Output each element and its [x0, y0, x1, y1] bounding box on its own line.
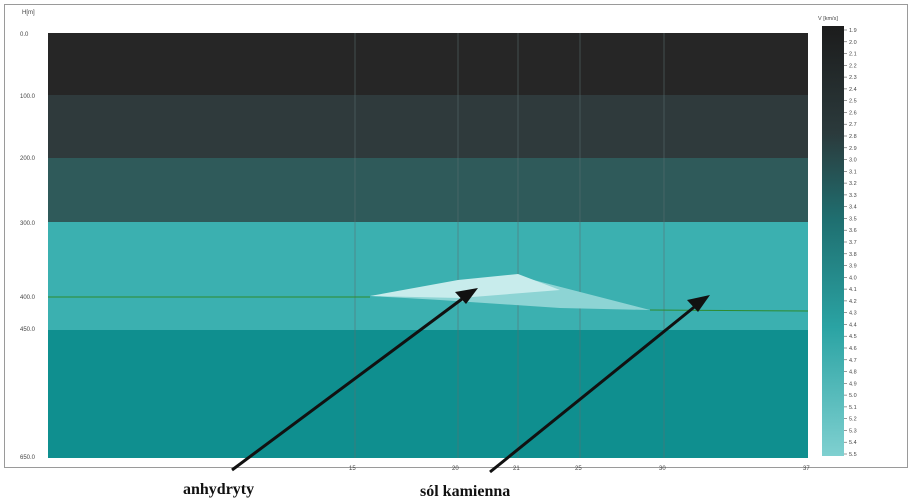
colorbar-tick-label: 3.2	[849, 181, 857, 187]
colorbar-tick-label: 2.4	[849, 87, 857, 93]
colorbar-tick-label: 2.3	[849, 75, 857, 81]
layer-2	[48, 95, 808, 158]
layer-5	[48, 330, 808, 458]
y-tick-label: 400.0	[20, 295, 36, 301]
colorbar-tick-label: 3.4	[849, 205, 857, 211]
x-tick-label: 30	[659, 466, 666, 472]
colorbar-tick-label: 2.1	[849, 52, 857, 58]
x-tick-label: 37	[803, 466, 810, 472]
colorbar-tick-label: 2.7	[849, 122, 857, 128]
x-tick-label: 20	[452, 466, 459, 472]
x-tick-label: 15	[349, 466, 356, 472]
layer-1	[48, 33, 808, 95]
colorbar-tick-label: 4.3	[849, 311, 857, 317]
y-tick-label: 450.0	[20, 327, 36, 333]
layer-4	[48, 222, 808, 330]
colorbar-tick-label: 2.5	[849, 99, 857, 105]
colorbar-tick-label: 4.7	[849, 358, 857, 364]
anhydrite-arrow	[231, 294, 467, 472]
colorbar-tick-label: 5.2	[849, 417, 857, 423]
annotation-arrows	[231, 288, 710, 474]
colorbar-tick-label: 3.0	[849, 158, 857, 164]
colorbar-tick-label: 3.9	[849, 264, 857, 270]
plot-frame	[4, 4, 908, 468]
x-axis-ticks: 15 20 21 25 30 37	[349, 466, 810, 472]
colorbar-tick-label: 4.6	[849, 346, 857, 352]
colorbar-tick-label: 4.5	[849, 334, 857, 340]
colorbar-ticks: 1.9 2.0 2.1 2.2 2.3 2.4 2.5 2.6 2.7 2.8 2.9 3.0 3.1 3…	[844, 28, 857, 458]
colorbar-tick-label: 2.2	[849, 63, 857, 69]
anhydrite-arrowhead	[455, 288, 478, 304]
colorbar-tick-label: 3.1	[849, 169, 857, 175]
y-tick-label: 300.0	[20, 221, 36, 227]
y-tick-label: 200.0	[20, 156, 36, 162]
colorbar-tick-label: 3.7	[849, 240, 857, 246]
y-tick-label: 100.0	[20, 94, 36, 100]
layer-3	[48, 158, 808, 222]
colorbar-tick-label: 5.4	[849, 440, 857, 446]
colorbar-tick-label: 4.8	[849, 370, 857, 376]
colorbar-unit: V [km/s]	[818, 16, 838, 22]
colorbar-tick-label: 5.0	[849, 393, 857, 399]
colorbar-tick-label: 2.9	[849, 146, 857, 152]
colorbar-tick-label: 5.3	[849, 428, 857, 434]
colorbar-tick-label: 3.3	[849, 193, 857, 199]
colorbar-tick-label: 4.2	[849, 299, 857, 305]
colorbar-tick-label: 4.9	[849, 381, 857, 387]
colorbar-tick-label: 2.0	[849, 40, 857, 46]
vertical-grid-lines	[354, 33, 665, 458]
anhydrite-body	[370, 274, 560, 298]
colorbar-tick-label: 3.6	[849, 228, 857, 234]
colorbar-tick-label: 4.0	[849, 275, 857, 281]
x-tick-label: 25	[575, 466, 582, 472]
colorbar-tick-label: 2.6	[849, 110, 857, 116]
colorbar-tick-label: 4.1	[849, 287, 857, 293]
rock-salt-arrowhead	[687, 295, 710, 312]
colorbar-tick-label: 3.8	[849, 252, 857, 258]
y-axis-unit: H[m]	[22, 10, 35, 16]
colorbar-tick-label: 3.5	[849, 216, 857, 222]
rock-salt-label: sól kamienna	[420, 483, 510, 500]
y-tick-label: 0.0	[20, 32, 29, 38]
anhydrite-label: anhydryty	[183, 481, 254, 498]
horizon-lines	[48, 296, 809, 312]
colorbar-tick-label: 5.1	[849, 405, 857, 411]
x-tick-label: 21	[513, 466, 520, 472]
colorbar	[822, 26, 844, 456]
y-axis-ticks: 0.0 100.0 200.0 300.0 400.0 450.0 650.0	[20, 32, 36, 461]
colorbar-tick-label: 4.4	[849, 322, 857, 328]
colorbar-tick-label: 1.9	[849, 28, 857, 34]
rock-salt-arrow	[489, 302, 699, 474]
colorbar-tick-label: 5.5	[849, 452, 857, 458]
velocity-layers	[48, 33, 808, 458]
colorbar-tick-label: 2.8	[849, 134, 857, 140]
y-tick-label: 650.0	[20, 455, 36, 461]
